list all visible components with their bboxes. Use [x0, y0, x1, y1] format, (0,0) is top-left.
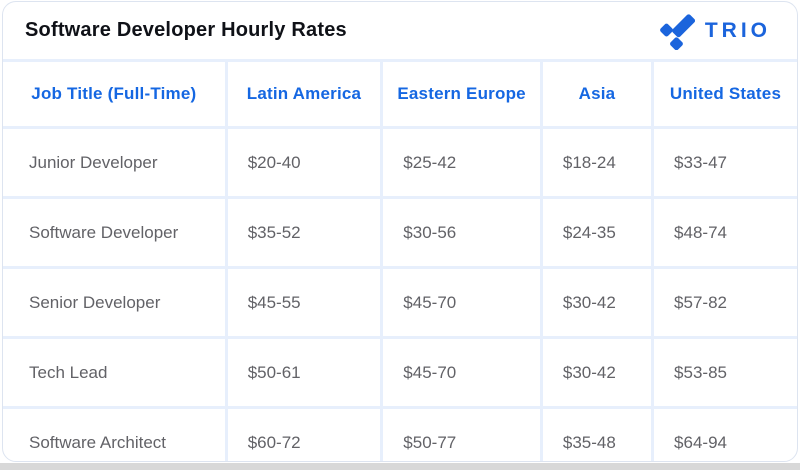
rate-cell: $57-82 — [674, 292, 727, 312]
column-header: Latin America — [228, 62, 384, 126]
page-title: Software Developer Hourly Rates — [25, 19, 347, 41]
job-title-cell: Software Developer — [3, 199, 228, 266]
page-bottom-strip — [0, 463, 800, 470]
rate-cell: $64-94 — [674, 432, 727, 452]
rate-cell: $33-47 — [674, 152, 727, 172]
rate-cell: $45-55 — [228, 269, 384, 336]
job-title-cell: Junior Developer — [3, 129, 228, 196]
rate-cell: $60-72 — [228, 409, 384, 461]
job-title-cell: Senior Developer — [3, 269, 228, 336]
column-header: Job Title (Full-Time) — [3, 62, 228, 126]
rate-cell: $35-52 — [228, 199, 384, 266]
rate-cell: $18-24 — [543, 129, 655, 196]
table-header-row: Job Title (Full-Time) Latin America Easter… — [3, 62, 797, 126]
column-header: United States — [669, 84, 782, 103]
rate-cell: $20-40 — [228, 129, 384, 196]
trio-logo-icon — [659, 13, 695, 50]
hourly-rates-card: Software Developer Hourly Rates TRIO Job… — [2, 1, 798, 462]
table-row: Senior Developer $45-55 $45-70 $30-42 $57-82 — [3, 266, 797, 336]
rate-cell: $30-42 — [543, 339, 655, 406]
table-row: Tech Lead $50-61 $45-70 $30-42 $53-85 — [3, 336, 797, 406]
job-title-cell: Tech Lead — [3, 339, 228, 406]
rate-cell: $48-74 — [674, 222, 727, 242]
column-header: Eastern Europe — [383, 62, 543, 126]
table-row: Junior Developer $20-40 $25-42 $18-24 $33-47 — [3, 126, 797, 196]
rate-cell: $25-42 — [383, 129, 543, 196]
rate-cell: $53-85 — [674, 362, 727, 382]
trio-logo: TRIO — [657, 12, 771, 50]
rates-table: Job Title (Full-Time) Latin America Easter… — [3, 59, 797, 461]
column-header: Asia — [543, 62, 655, 126]
rate-cell: $45-70 — [383, 339, 543, 406]
table-row: Software Architect $60-72 $50-77 $35-48 $64-… — [3, 406, 797, 461]
job-title-cell: Software Architect — [3, 409, 228, 461]
rate-cell: $24-35 — [543, 199, 655, 266]
card-header: Software Developer Hourly Rates TRIO — [3, 2, 797, 59]
rate-cell: $50-61 — [228, 339, 384, 406]
table-body: Junior Developer $20-40 $25-42 $18-24 $33-47… — [3, 126, 797, 461]
rate-cell: $45-70 — [383, 269, 543, 336]
rate-cell: $50-77 — [383, 409, 543, 461]
rate-cell: $35-48 — [543, 409, 655, 461]
rate-cell: $30-56 — [383, 199, 543, 266]
table-row: Software Developer $35-52 $30-56 $24-35 $48-… — [3, 196, 797, 266]
rate-cell: $30-42 — [543, 269, 655, 336]
trio-logo-text: TRIO — [704, 18, 771, 42]
